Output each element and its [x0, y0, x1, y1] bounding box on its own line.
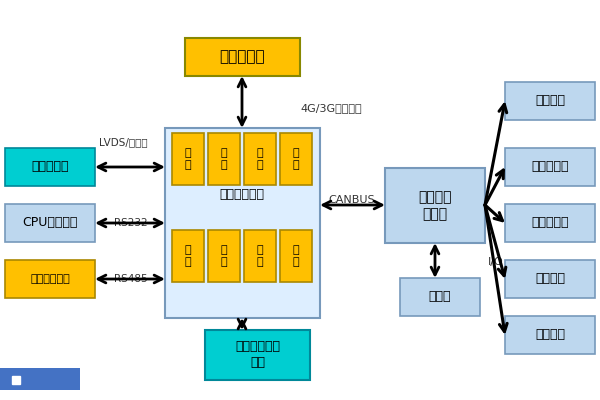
FancyBboxPatch shape [0, 368, 80, 390]
Text: 通
信: 通 信 [293, 148, 299, 170]
FancyBboxPatch shape [5, 260, 95, 298]
Text: 多功能电能表: 多功能电能表 [30, 274, 70, 284]
Text: RS485: RS485 [115, 274, 148, 284]
Text: 充电设备
控制器: 充电设备 控制器 [418, 190, 452, 221]
Text: 解
密: 解 密 [257, 148, 263, 170]
Text: 4G/3G，以太网: 4G/3G，以太网 [300, 103, 362, 113]
FancyBboxPatch shape [185, 38, 300, 76]
Text: LVDS/并口等: LVDS/并口等 [100, 137, 148, 147]
FancyBboxPatch shape [244, 133, 276, 185]
FancyBboxPatch shape [172, 133, 204, 185]
Text: 定
位: 定 位 [257, 245, 263, 267]
Text: RS232: RS232 [115, 218, 148, 228]
FancyBboxPatch shape [505, 82, 595, 120]
Text: 其他外接输入
模块: 其他外接输入 模块 [235, 340, 280, 370]
FancyBboxPatch shape [505, 204, 595, 242]
FancyBboxPatch shape [280, 133, 312, 185]
FancyBboxPatch shape [172, 230, 204, 282]
Text: 交直流变换: 交直流变换 [531, 216, 569, 230]
FancyBboxPatch shape [280, 230, 312, 282]
Text: 环境控制: 环境控制 [535, 272, 565, 286]
FancyBboxPatch shape [400, 278, 480, 316]
FancyBboxPatch shape [205, 330, 310, 380]
FancyBboxPatch shape [12, 376, 20, 384]
Text: 车联网平台: 车联网平台 [220, 50, 265, 64]
Text: 控
制: 控 制 [293, 245, 299, 267]
Text: 电气保护: 电气保护 [535, 94, 565, 108]
Text: CANBUS: CANBUS [329, 195, 376, 205]
Text: CPU卡读卡器: CPU卡读卡器 [22, 216, 77, 230]
FancyBboxPatch shape [244, 230, 276, 282]
Text: 其他装置: 其他装置 [535, 328, 565, 342]
FancyBboxPatch shape [165, 128, 320, 318]
FancyBboxPatch shape [505, 148, 595, 186]
Text: 接触器: 接触器 [429, 290, 451, 304]
FancyBboxPatch shape [208, 230, 240, 282]
Text: I/O: I/O [488, 257, 504, 267]
Text: 计
费: 计 费 [221, 245, 227, 267]
Text: 显示和输入: 显示和输入 [31, 160, 69, 174]
Text: 与车辆交互: 与车辆交互 [531, 160, 569, 174]
FancyBboxPatch shape [5, 148, 95, 186]
Text: 计费控制单元: 计费控制单元 [220, 188, 265, 200]
FancyBboxPatch shape [505, 260, 595, 298]
FancyBboxPatch shape [505, 316, 595, 354]
Text: 计
量: 计 量 [185, 245, 191, 267]
Text: 存
储: 存 储 [185, 148, 191, 170]
Text: 加
密: 加 密 [221, 148, 227, 170]
FancyBboxPatch shape [208, 133, 240, 185]
FancyBboxPatch shape [385, 168, 485, 243]
FancyBboxPatch shape [5, 204, 95, 242]
